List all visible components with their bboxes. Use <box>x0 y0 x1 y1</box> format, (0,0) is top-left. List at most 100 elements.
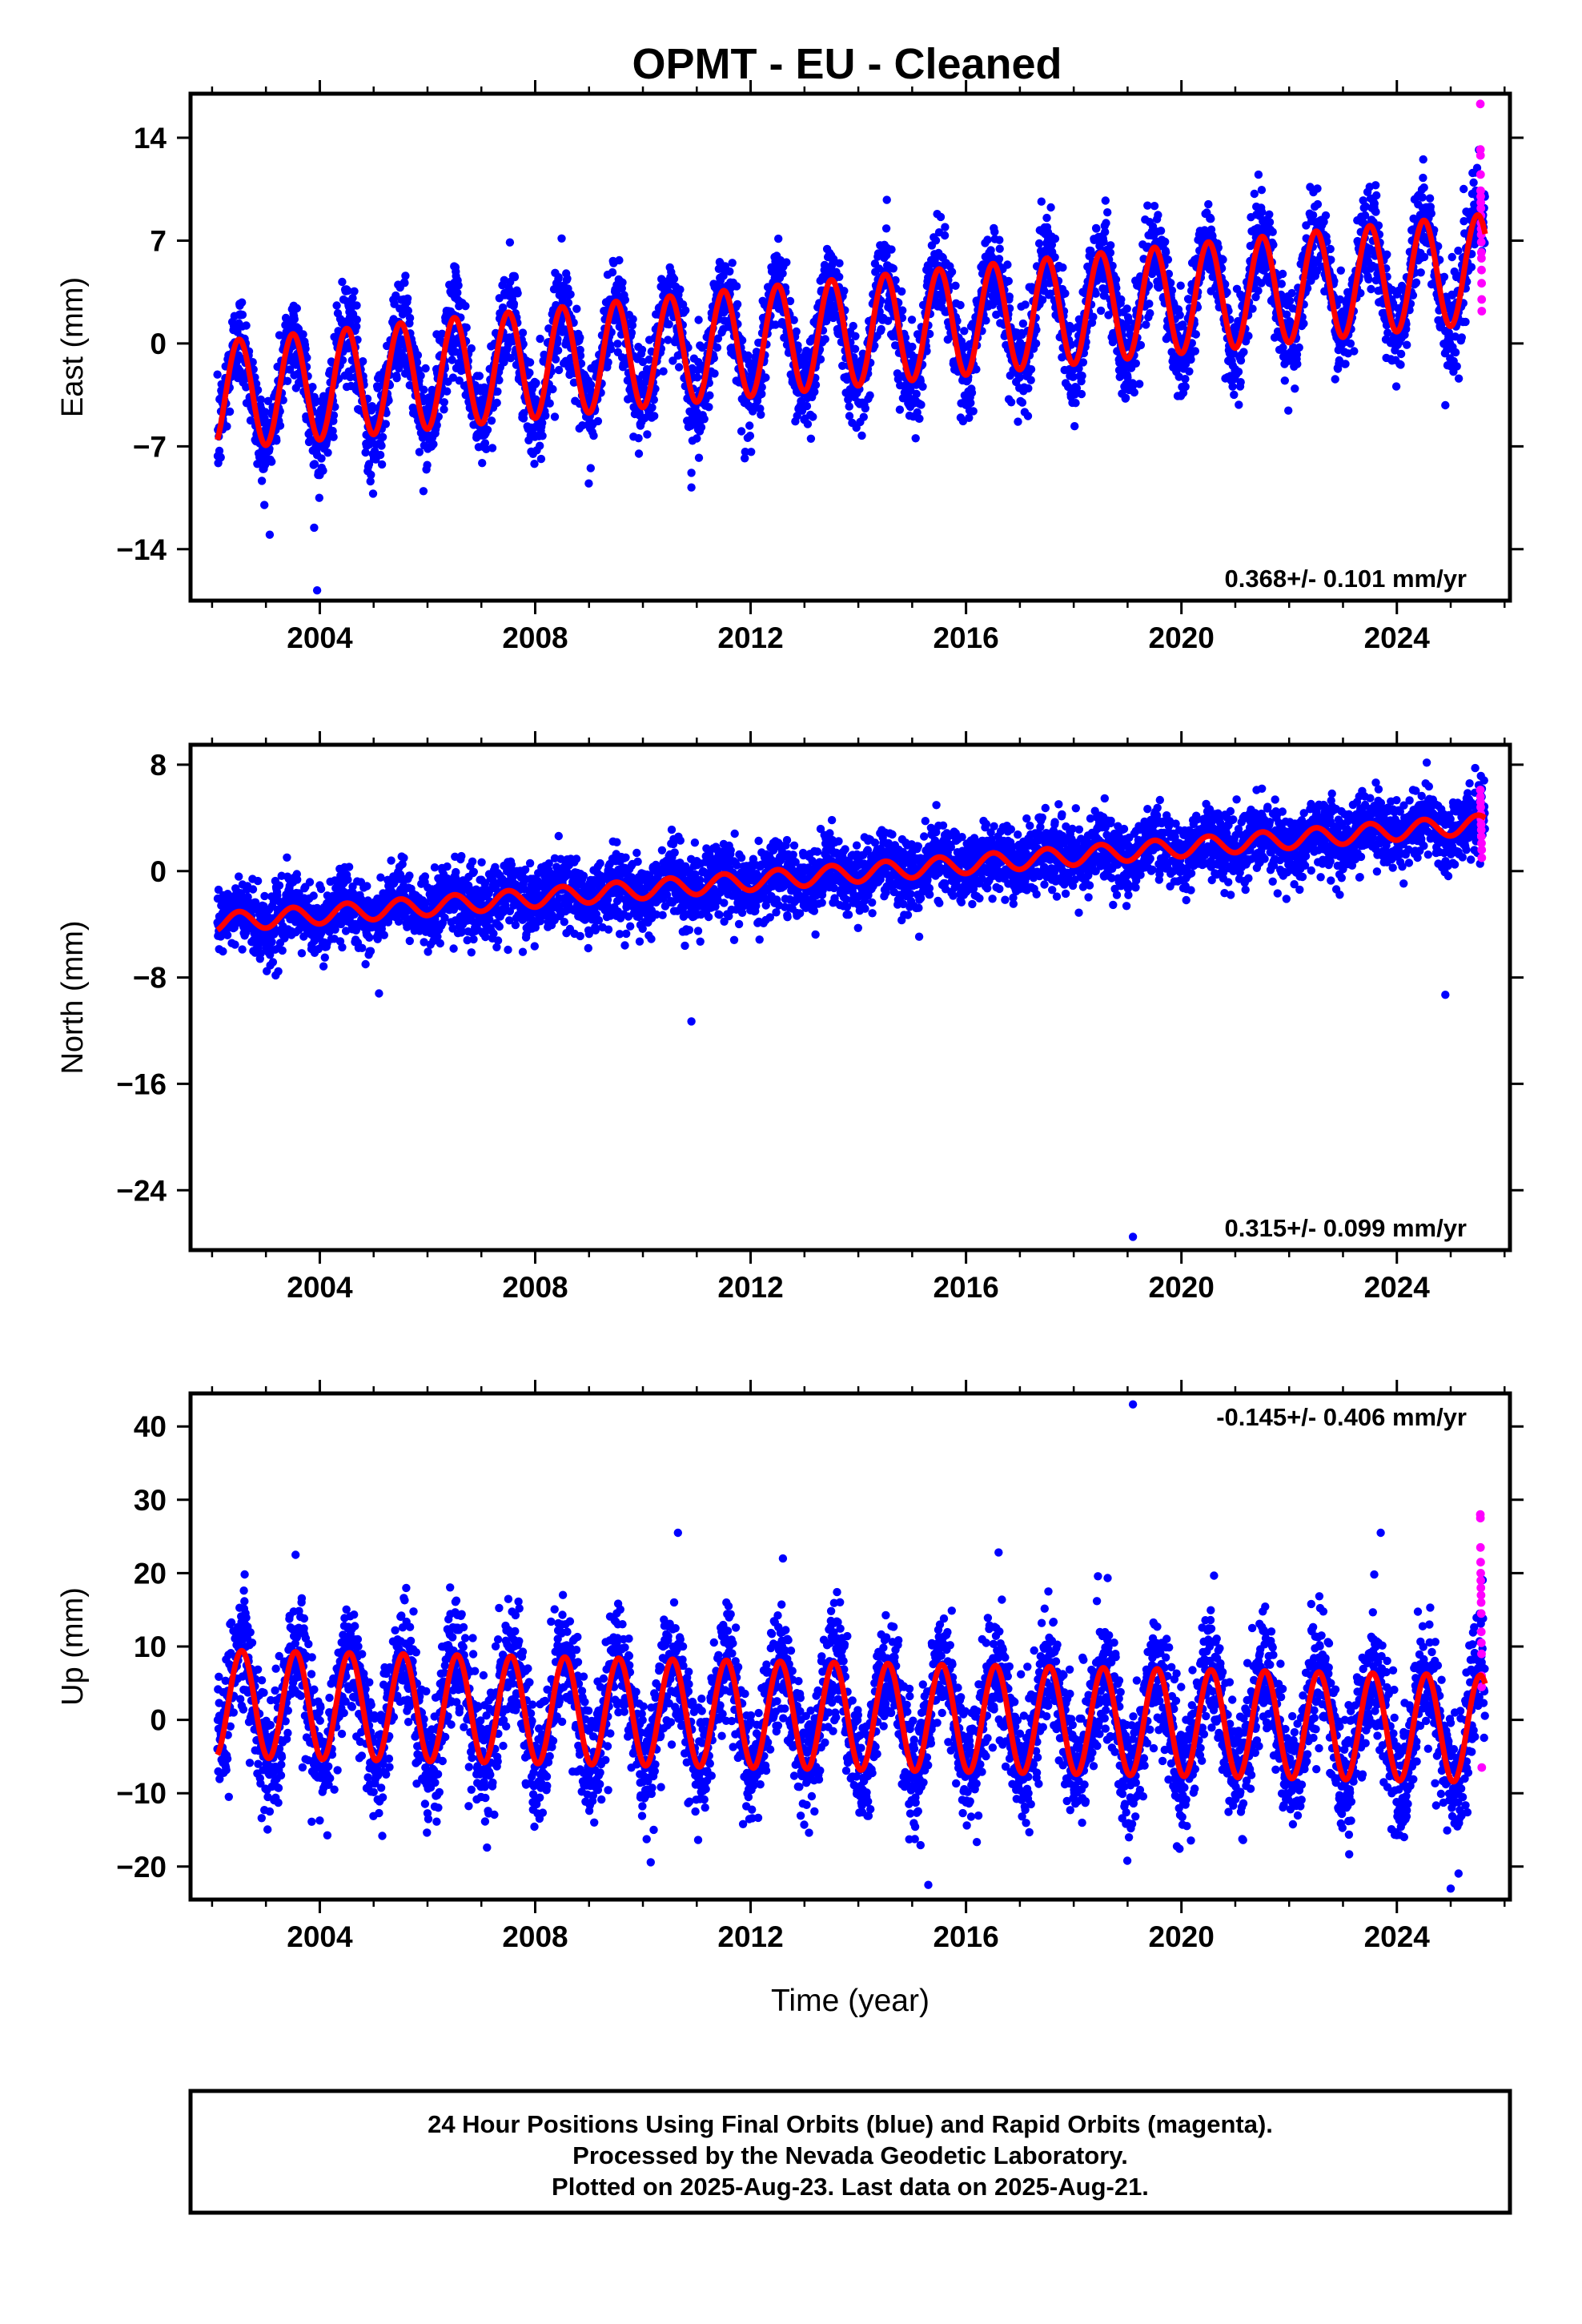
data-point <box>1136 340 1146 350</box>
data-point <box>1230 390 1239 400</box>
x-tick-label: 2016 <box>933 621 998 654</box>
data-point <box>1163 255 1173 264</box>
data-point <box>907 316 917 324</box>
data-point <box>1181 375 1190 384</box>
data-point <box>263 396 273 405</box>
rapid-point <box>1476 151 1485 160</box>
data-point <box>1313 199 1323 209</box>
data-point <box>1156 227 1166 235</box>
data-point <box>694 453 704 462</box>
data-point <box>448 373 458 382</box>
data-point <box>1070 422 1079 431</box>
data-point <box>1291 384 1299 393</box>
data-point <box>792 327 801 336</box>
data-point <box>960 327 969 336</box>
data-point <box>674 363 684 372</box>
data-point <box>1396 349 1406 359</box>
data-point <box>253 876 263 886</box>
y-tick-label: 14 <box>134 122 167 155</box>
data-point <box>332 301 341 310</box>
data-point <box>557 234 566 243</box>
data-point <box>1236 378 1245 387</box>
data-point <box>352 316 361 324</box>
data-point <box>367 470 375 480</box>
data-point <box>1106 241 1115 250</box>
data-point <box>710 369 719 378</box>
data-point <box>995 235 1004 244</box>
data-point <box>1372 191 1381 200</box>
rapid-point <box>1477 307 1487 316</box>
data-point <box>669 275 679 283</box>
data-point <box>505 238 515 247</box>
data-point <box>416 371 425 380</box>
data-point <box>401 271 410 280</box>
velocity-label: 0.368+/- 0.101 mm/yr <box>1225 565 1467 593</box>
data-point <box>1005 292 1014 301</box>
data-point <box>732 282 741 291</box>
data-point <box>1258 207 1267 216</box>
data-point <box>697 423 706 432</box>
data-point <box>453 288 462 297</box>
data-point <box>912 389 921 399</box>
data-point <box>1122 304 1131 313</box>
data-point <box>705 403 713 412</box>
data-point <box>1162 247 1170 257</box>
data-point <box>1219 255 1227 264</box>
data-point <box>1268 227 1277 236</box>
data-point <box>1207 215 1215 223</box>
data-point <box>405 313 415 323</box>
data-point <box>525 358 535 367</box>
data-point <box>618 278 627 287</box>
data-point <box>1150 202 1159 211</box>
data-point <box>648 403 656 412</box>
data-point <box>238 945 247 954</box>
data-point <box>911 434 920 443</box>
data-point <box>1181 382 1190 392</box>
data-point <box>1460 184 1468 194</box>
data-point <box>455 376 464 385</box>
data-point <box>982 316 990 325</box>
data-point <box>1341 360 1350 368</box>
data-point <box>1186 355 1195 364</box>
data-point <box>1101 227 1110 236</box>
data-point <box>223 931 232 940</box>
data-point <box>1023 412 1033 420</box>
data-point <box>285 365 295 374</box>
data-point <box>1058 263 1067 272</box>
data-point <box>538 432 547 440</box>
data-point <box>440 405 448 414</box>
data-point <box>1350 347 1359 356</box>
data-point <box>268 958 278 967</box>
data-point <box>956 300 965 310</box>
data-point <box>1130 388 1139 397</box>
x-tick-label: 2020 <box>1149 621 1215 654</box>
data-point <box>1018 319 1028 328</box>
data-point <box>931 236 941 245</box>
data-point <box>966 398 975 408</box>
data-point <box>1447 252 1456 262</box>
data-point <box>1461 317 1470 327</box>
data-point <box>225 407 235 416</box>
data-point <box>352 301 361 310</box>
data-point <box>265 530 275 539</box>
x-tick-label: 2024 <box>1364 621 1431 654</box>
data-point <box>1185 367 1194 376</box>
data-point <box>1117 295 1126 304</box>
data-point <box>897 287 906 296</box>
x-tick-label: 2012 <box>717 621 783 654</box>
data-point <box>845 402 853 411</box>
data-point <box>1239 348 1248 356</box>
data-point <box>1280 376 1290 385</box>
data-point <box>532 379 540 388</box>
data-point <box>242 321 251 330</box>
data-point <box>774 234 783 243</box>
data-point <box>1336 266 1346 275</box>
data-point <box>536 334 544 344</box>
data-point <box>967 388 977 397</box>
data-point <box>461 302 470 311</box>
data-point <box>392 374 401 383</box>
data-point <box>1371 207 1380 216</box>
data-point <box>377 441 386 450</box>
data-point <box>317 454 326 463</box>
